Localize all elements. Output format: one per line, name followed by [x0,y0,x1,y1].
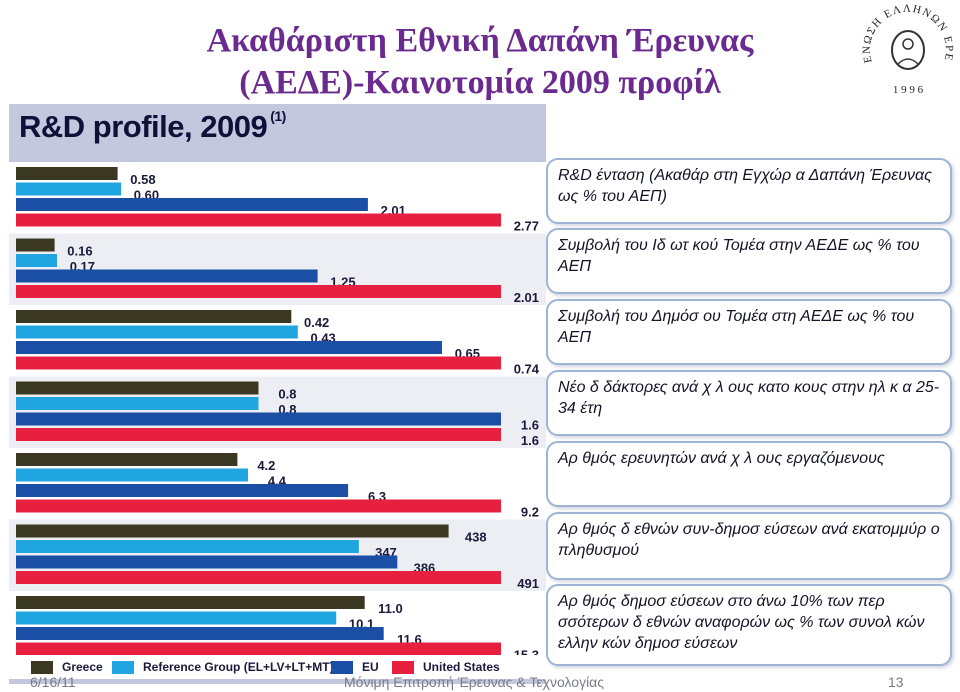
bar-reference-group-group-3 [16,325,298,339]
data-label-eu-group-4: 1.6 [521,418,539,433]
bar-eu-group-4 [16,412,501,426]
data-label-united-states-group-6: 491 [517,576,539,591]
logo-year: 1 9 9 6 [893,84,924,96]
legend-item-greece: Greece [31,659,103,675]
data-label-greece-group-6: 438 [465,530,487,545]
legend-item-united-states: United States [392,659,500,675]
bar-united-states-group-5 [16,499,501,513]
bar-eu-group-2 [16,269,318,283]
bar-reference-group-group-4 [16,397,259,410]
legend-swatch-reference-group [112,660,134,674]
bar-greece-group-6 [16,524,449,538]
legend-label-greece: Greece [62,660,103,674]
slide-title: Ακαθάριστη Εθνική Δαπάνη Έρευνας (ΑΕΔΕ)-… [120,20,840,104]
association-seal-logo: ΕΝΩΣΗ ΕΛΛΗΝΩΝ ΕΡΕΥΝΗΤΩΝ 1 9 9 6 [858,0,954,96]
data-label-united-states-group-4: 1.6 [521,433,539,448]
bar-greece-group-3 [16,310,292,323]
bar-eu-group-1 [16,198,368,211]
bar-reference-group-group-6 [16,540,359,553]
bar-reference-group-group-5 [16,468,248,482]
bar-united-states-group-2 [16,285,501,298]
data-label-greece-group-7: 11.0 [378,601,403,616]
bar-united-states-group-6 [16,571,501,584]
chart-legend: Greece Reference Group (EL+LV+LT+MT) EU … [9,655,546,679]
data-label-greece-group-5: 4.2 [257,458,275,473]
chart-title-note: (1) [270,108,286,124]
bar-reference-group-group-2 [16,254,57,267]
legend-label-eu: EU [362,660,379,674]
bar-united-states-group-1 [16,213,501,227]
bar-united-states-group-4 [16,428,501,441]
bar-eu-group-7 [16,627,384,640]
chart-title-text: R&D profile, 2009 [19,109,268,144]
bar-united-states-group-7 [16,642,501,656]
indicator-description-3: Συμβολή του Δημόσ ου Τομέα στη ΑΕΔΕ ως %… [546,299,952,365]
legend-swatch-greece [31,660,53,674]
bar-greece-group-1 [16,167,118,180]
bar-reference-group-group-7 [16,611,337,625]
slide-title-line1: Ακαθάριστη Εθνική Δαπάνη Έρευνας [206,22,754,59]
legend-item-eu: EU [331,659,379,675]
chart-title: R&D profile, 2009 (1) [19,108,286,145]
data-label-greece-group-4: 0.8 [278,387,296,402]
indicator-description-4: Νέο δ δάκτορες ανά χ λ ους κατο κους στη… [546,370,952,436]
footer-committee: Μόνιμη Επιτροπή Έρευνας & Τεχνολογίας [344,674,605,690]
data-label-united-states-group-2: 2.01 [514,290,539,305]
legend-swatch-united-states [392,660,414,674]
bar-eu-group-3 [16,341,442,354]
slide-title-line2: (ΑΕΔΕ)-Καινοτομία 2009 προφίλ [239,64,721,101]
bar-reference-group-group-1 [16,182,122,196]
data-label-greece-group-2: 0.16 [67,244,92,259]
footer-date: 6/16/11 [30,674,76,690]
chart-header: R&D profile, 2009 (1) [9,104,546,160]
legend-swatch-eu [331,660,353,674]
data-label-greece-group-1: 0.58 [130,172,155,187]
bar-greece-group-4 [16,381,259,395]
bar-greece-group-5 [16,453,238,466]
bar-eu-group-6 [16,555,398,569]
footer-page-number: 13 [888,674,904,690]
chart-panel: 0.58 0.60 2.01 2.77 0.16 0.17 1.25 2.01 0.42 0.43… [9,104,546,684]
indicator-description-6: Αρ θμός δ εθνών συν-δημοσ εύσεων ανά εκα… [546,512,952,580]
indicator-description-7: Αρ θμός δημοσ εύσεων στο άνω 10% των περ… [546,584,952,666]
legend-item-reference-group: Reference Group (EL+LV+LT+MT) [112,659,334,675]
bar-chart: 0.580.602.012.770.160.171.252.010.420.43… [9,162,546,663]
bar-eu-group-5 [16,484,349,497]
data-label-united-states-group-3: 0.74 [514,362,540,377]
data-label-united-states-group-5: 9.2 [521,505,539,520]
legend-label-reference-group: Reference Group (EL+LV+LT+MT) [143,660,334,674]
bar-united-states-group-3 [16,356,501,370]
data-label-greece-group-3: 0.42 [304,315,329,330]
bar-greece-group-2 [16,238,55,252]
data-label-united-states-group-1: 2.77 [514,219,539,234]
legend-label-united-states: United States [423,660,500,674]
indicator-description-5: Αρ θμός ερευνητών ανά χ λ ους εργαζόμενο… [546,441,952,507]
bar-greece-group-7 [16,596,365,609]
indicator-description-2: Συμβολή του Ιδ ωτ κού Τομέα στην ΑΕΔΕ ως… [546,228,952,294]
indicator-description-1: R&D ένταση (Ακαθάρ στη Εγχώρ α Δαπάνη Έρ… [546,158,952,224]
